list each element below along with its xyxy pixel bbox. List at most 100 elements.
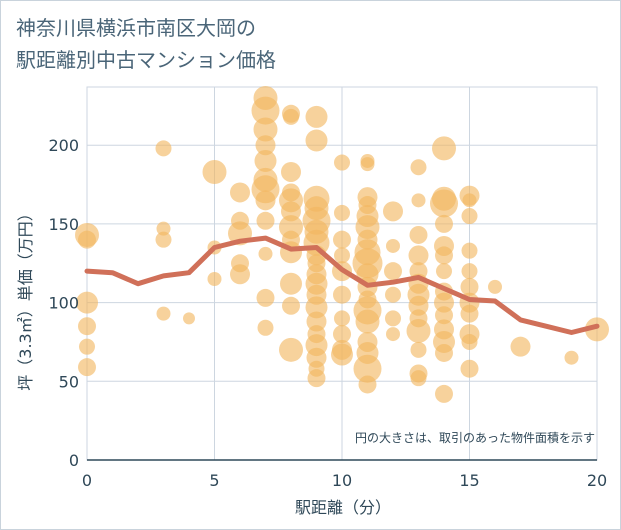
- data-bubble: [251, 96, 280, 125]
- data-bubble: [411, 193, 426, 208]
- data-bubble: [257, 319, 274, 336]
- data-bubble: [462, 193, 477, 208]
- data-bubble: [436, 263, 452, 280]
- y-tick-label: 150: [48, 215, 79, 234]
- data-bubble: [435, 306, 453, 325]
- data-bubble: [78, 358, 96, 377]
- data-bubble: [281, 161, 301, 182]
- x-tick-label: 5: [209, 471, 219, 490]
- data-bubble: [258, 246, 273, 261]
- x-tick-label: 10: [332, 471, 352, 490]
- data-bubble: [156, 306, 171, 321]
- x-tick-label: 0: [82, 471, 92, 490]
- data-bubble: [410, 159, 427, 176]
- data-bubble: [434, 292, 454, 313]
- data-bubble: [305, 296, 328, 319]
- chart-title: 神奈川県横浜市南区大岡の 駅距離別中古マンション価格: [16, 12, 276, 76]
- data-bubble: [585, 317, 609, 342]
- data-bubble: [410, 341, 427, 358]
- bubble-layer: [75, 86, 609, 403]
- data-bubble: [202, 159, 227, 184]
- data-bubble: [355, 309, 380, 334]
- data-bubble: [334, 247, 350, 264]
- data-bubble: [331, 343, 353, 366]
- data-bubble: [306, 311, 327, 332]
- data-bubble: [334, 310, 350, 327]
- data-bubble: [279, 337, 303, 362]
- y-tick-label: 50: [59, 372, 79, 391]
- data-bubble: [283, 108, 299, 125]
- data-bubble: [280, 272, 302, 295]
- data-bubble: [282, 296, 300, 315]
- x-tick-label: 15: [459, 471, 479, 490]
- y-tick-label: 200: [48, 136, 79, 155]
- x-axis-title: 駅距離（分）: [295, 498, 391, 517]
- data-bubble: [333, 325, 351, 344]
- data-bubble: [256, 288, 275, 307]
- data-bubble: [460, 304, 479, 323]
- data-bubble: [488, 279, 502, 294]
- data-bubble: [254, 149, 277, 172]
- data-bubble: [255, 190, 276, 211]
- data-bubble: [461, 208, 478, 225]
- average-price-line: [84, 235, 600, 335]
- data-bubble: [230, 264, 250, 285]
- data-bubble: [333, 285, 351, 304]
- data-bubble: [461, 242, 478, 259]
- data-bubble: [461, 333, 478, 350]
- data-bubble: [78, 230, 96, 249]
- data-bubble: [255, 135, 276, 156]
- data-bubble: [386, 327, 400, 342]
- data-bubble: [564, 350, 579, 365]
- chart-title-line-1: 神奈川県横浜市南区大岡の: [16, 16, 256, 40]
- data-bubble: [460, 359, 479, 378]
- data-bubble: [333, 230, 351, 249]
- data-bubble: [155, 140, 172, 157]
- data-bubble: [461, 263, 478, 280]
- data-bubble: [408, 295, 429, 316]
- data-bubble: [79, 338, 95, 355]
- data-bubble: [410, 370, 427, 387]
- y-tick-label: 100: [48, 294, 79, 313]
- data-bubble: [408, 245, 429, 266]
- data-bubble: [78, 317, 96, 336]
- data-bubble: [383, 201, 403, 222]
- data-bubble: [385, 310, 401, 327]
- data-bubble: [183, 312, 195, 325]
- data-bubble: [409, 225, 428, 244]
- data-bubble: [358, 375, 377, 394]
- data-bubble: [384, 262, 402, 281]
- chart-title-line-2: 駅距離別中古マンション価格: [16, 48, 276, 72]
- data-bubble: [460, 277, 479, 296]
- data-bubble: [256, 211, 275, 230]
- data-bubble: [386, 238, 400, 253]
- data-bubble: [435, 246, 453, 265]
- data-bubble: [353, 354, 382, 383]
- data-bubble: [432, 136, 456, 161]
- data-bubble: [76, 291, 98, 314]
- data-bubble: [430, 189, 458, 218]
- data-bubble: [510, 336, 531, 357]
- data-bubble: [406, 318, 431, 343]
- data-bubble: [230, 182, 250, 203]
- data-bubble: [334, 204, 350, 221]
- y-tick-label: 0: [69, 451, 79, 470]
- data-bubble: [435, 214, 453, 233]
- average-line-layer: [84, 235, 600, 335]
- x-tick-label: 20: [587, 471, 607, 490]
- data-bubble: [435, 343, 453, 362]
- y-axis-title: 坪（3.3㎡）単価（万円）: [16, 205, 35, 390]
- data-bubble: [385, 286, 401, 303]
- data-bubble: [155, 231, 172, 248]
- data-bubble: [360, 157, 375, 172]
- data-bubble: [156, 221, 171, 236]
- data-bubble: [253, 117, 278, 142]
- data-bubble: [305, 105, 328, 128]
- data-bubble: [307, 369, 326, 388]
- data-bubble: [435, 384, 453, 403]
- size-note: 円の大きさは、取引のあった物件面積を示す: [355, 430, 595, 445]
- data-bubble: [207, 272, 222, 287]
- data-bubble: [334, 154, 350, 171]
